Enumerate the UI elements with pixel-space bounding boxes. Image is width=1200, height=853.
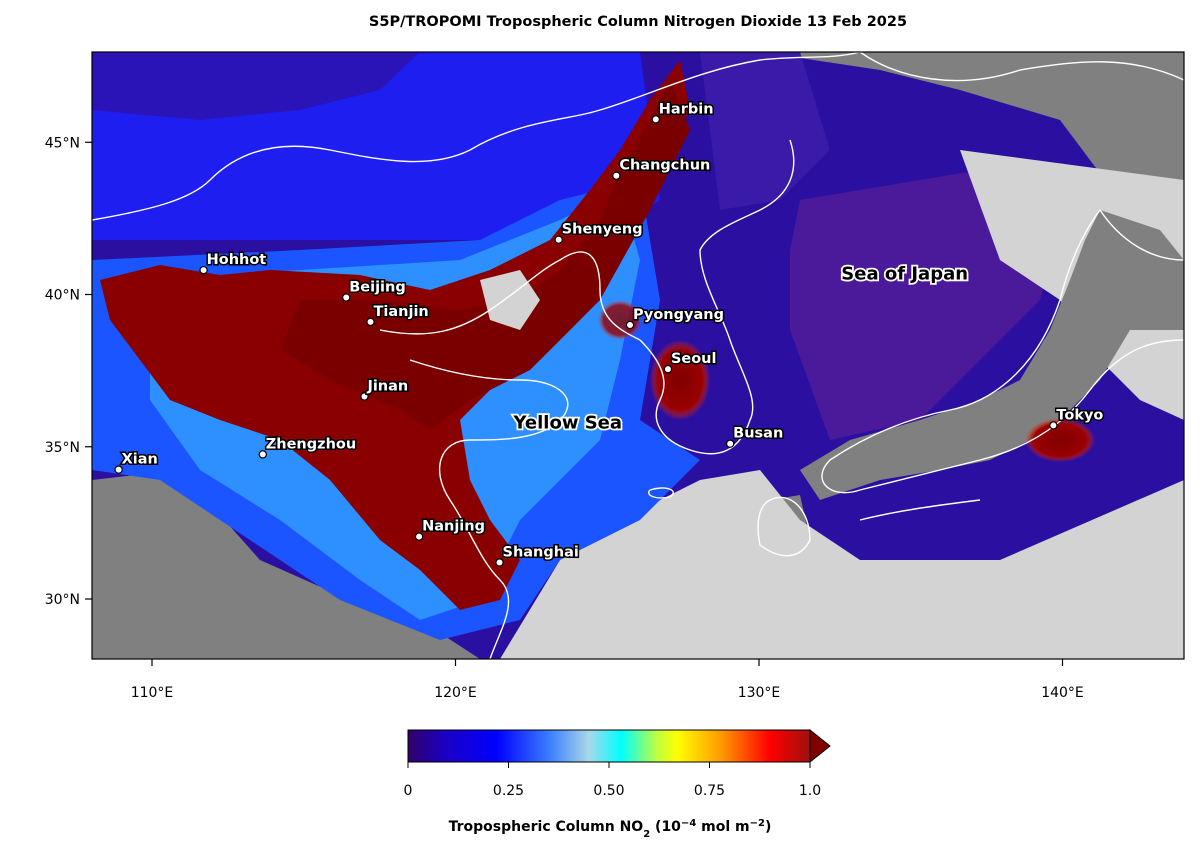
- city-marker: [258, 450, 267, 459]
- x-tick-label: 130°E: [738, 685, 781, 701]
- sea-label: Sea of Japan: [841, 263, 968, 284]
- city-label: Seoul: [671, 351, 717, 367]
- sea-label: Yellow Sea: [513, 412, 623, 433]
- city-label: Busan: [733, 426, 783, 442]
- colorbar: 0 0.25 0.50 0.75 1.0 Tropospheric Column NO2…: [404, 728, 831, 840]
- colorbar-gradient: [407, 729, 811, 763]
- city-marker: [663, 364, 673, 374]
- colorbar-tick-label: 0.25: [493, 783, 524, 799]
- honshu-coast: [821, 209, 1184, 494]
- japan-no-data-land: [800, 210, 1184, 500]
- city-label: Tianjin: [374, 304, 429, 320]
- sea-labels: Yellow Sea Sea of Japan: [511, 262, 970, 436]
- shikoku-coast: [859, 499, 981, 521]
- city-marker: [1049, 421, 1058, 430]
- city-label: Zhengzhou: [266, 436, 356, 452]
- city-marker: [360, 392, 369, 401]
- city-marker: [342, 293, 351, 302]
- korea-coast: [639, 139, 795, 455]
- city-marker: [366, 317, 375, 327]
- map-frame: [91, 51, 1185, 660]
- hokkaido-coast: [1099, 209, 1184, 261]
- north-region: [92, 52, 420, 120]
- x-tick-label: 120°E: [434, 685, 477, 701]
- colorbar-ticks: 0 0.25 0.50 0.75 1.0: [404, 762, 821, 799]
- city-label: Shenyeng: [562, 222, 643, 238]
- city-marker: [725, 439, 735, 448]
- city-label: Changchun: [619, 158, 710, 174]
- y-tick-label: 45°N: [45, 135, 80, 151]
- colorbar-tick-label: 0: [404, 783, 413, 799]
- city-label: Beijing: [349, 280, 406, 296]
- x-axis-ticks: 110°E 120°E 130°E 140°E: [131, 659, 1084, 701]
- y-tick-label: 35°N: [45, 440, 80, 456]
- city-marker: [199, 265, 208, 275]
- china-east-coast: [409, 359, 569, 659]
- city-label: Shanghai: [503, 544, 579, 560]
- city-label: Nanjing: [422, 519, 485, 535]
- mongolia-border: [92, 52, 861, 221]
- bohai-coast: [379, 251, 641, 341]
- y-tick-label: 30°N: [45, 592, 80, 608]
- pyongyang-hotspot: [598, 300, 642, 340]
- y-axis-ticks: 45°N 40°N 35°N 30°N: [45, 135, 92, 608]
- city-marker: [625, 320, 635, 330]
- northeast-region: [700, 52, 830, 210]
- city-markers: Harbin Changchun Shenyeng Hohhot Beijing Tian…: [114, 100, 1105, 567]
- city-marker: [554, 235, 563, 244]
- peak-no2-core: [280, 80, 690, 430]
- coastlines: [92, 52, 1184, 659]
- city-marker: [114, 465, 123, 474]
- colorbar-extend-arrow: [809, 728, 831, 764]
- x-tick-label: 110°E: [131, 685, 174, 701]
- city-marker: [612, 171, 621, 180]
- colorbar-tick-label: 1.0: [799, 783, 821, 799]
- x-tick-label: 140°E: [1041, 685, 1084, 701]
- city-label: Xian: [122, 452, 158, 468]
- colorbar-label: Tropospheric Column NO2 (10−4 mol m−2): [449, 818, 772, 840]
- tokyo-hotspot: [1025, 418, 1095, 462]
- city-marker: [495, 558, 504, 567]
- city-label: Harbin: [659, 101, 714, 117]
- jeju-coast: [648, 487, 674, 499]
- seoul-hotspot: [650, 340, 710, 420]
- city-label: Tokyo: [1056, 407, 1103, 423]
- colorbar-tick-label: 0.50: [593, 783, 624, 799]
- map-title: S5P/TROPOMI Tropospheric Column Nitrogen…: [368, 14, 908, 30]
- no2-map-panel: Yellow Sea Sea of Japan Harbin Changchun Sh…: [92, 52, 1184, 659]
- city-label: Pyongyang: [633, 307, 724, 323]
- kyushu-coast: [757, 496, 811, 557]
- colorbar-tick-label: 0.75: [694, 783, 725, 799]
- east-china-sea-no-data: [500, 470, 1184, 659]
- city-label: Jinan: [366, 379, 408, 395]
- city-marker: [651, 115, 661, 124]
- russia-border: [859, 52, 1184, 82]
- city-label: Hohhot: [207, 252, 267, 268]
- city-marker: [414, 532, 424, 541]
- russia-no-data-land: [760, 52, 1184, 240]
- y-tick-label: 40°N: [45, 288, 80, 304]
